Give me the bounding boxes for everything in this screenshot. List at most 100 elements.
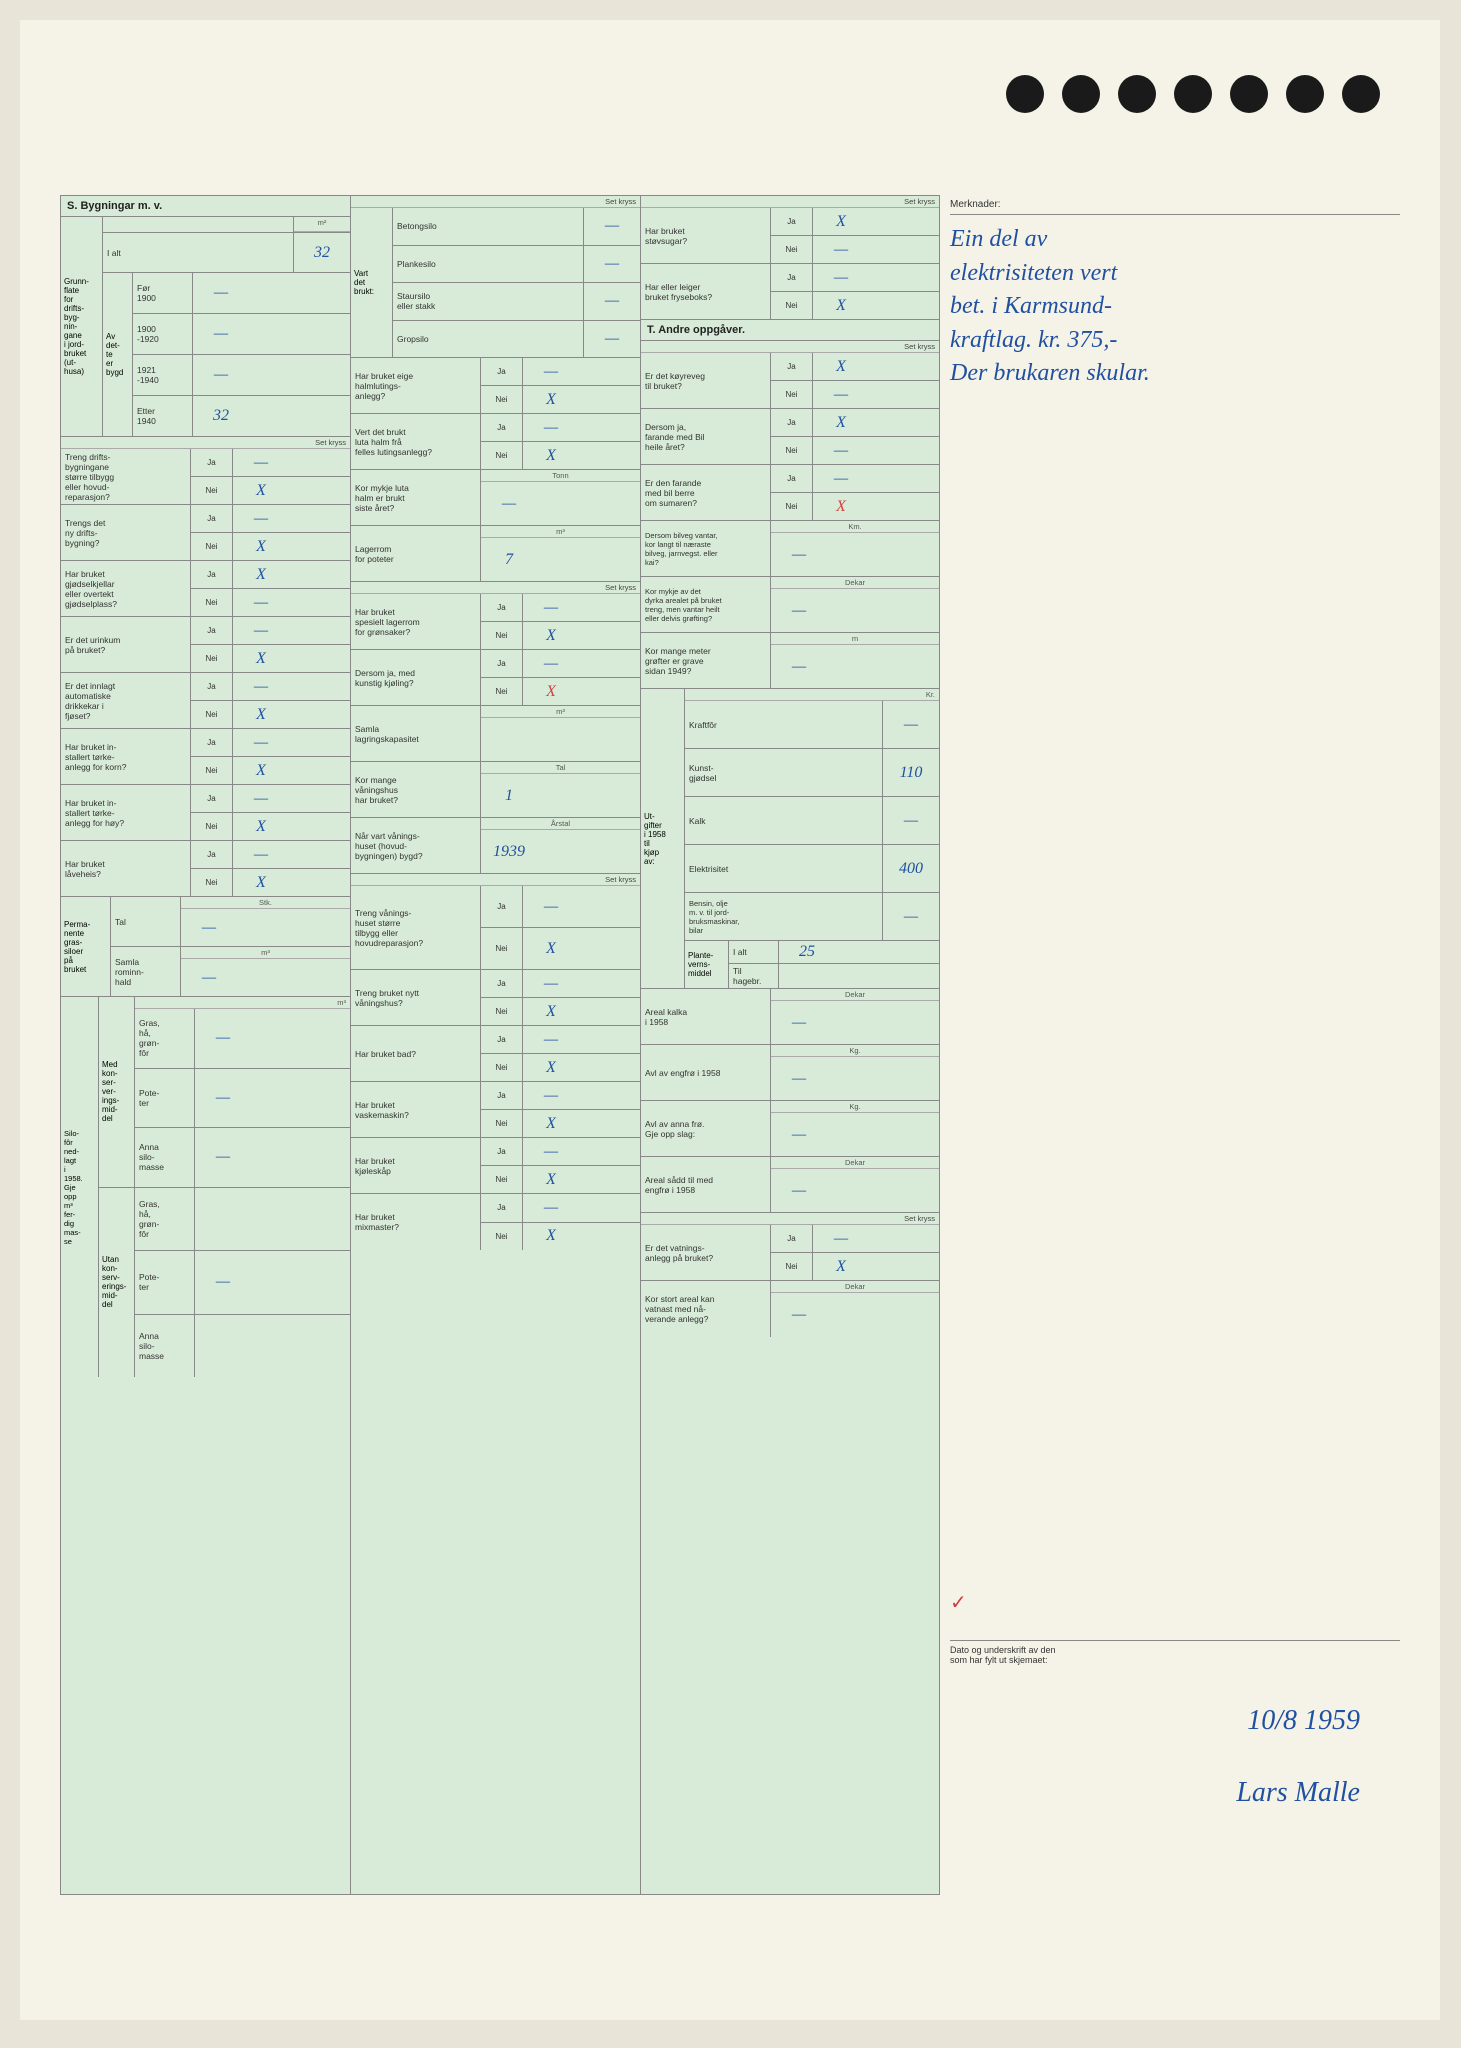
qt-0-nei: — <box>813 381 869 408</box>
q1-5-ja: — <box>233 729 289 756</box>
nar-vart-vaning: Når vart vånings-huset (hovud-bygningen)… <box>351 818 481 873</box>
luta-halm: Kor mykje lutahalm er bruktsiste året? <box>351 470 481 525</box>
areal-sadd-val: — <box>771 1169 827 1212</box>
q1-2-nei: — <box>233 589 289 616</box>
period-3-label: Etter1940 <box>133 396 193 436</box>
kor-stort-val: — <box>771 1293 827 1337</box>
q2c-3: Har bruketvaskemaskin? <box>351 1082 481 1137</box>
q2-0-nei: X <box>523 386 579 413</box>
signature-label: Dato og underskrift av densom har fylt u… <box>950 1640 1400 1665</box>
lager-poteter-val: 7 <box>481 538 537 581</box>
areal-sadd: Areal sådd til medengfrø i 1958 <box>641 1157 771 1212</box>
q2b-0: Har bruketspesielt lagerromfor grønsaker… <box>351 594 481 649</box>
q1-3: Er det urinkumpå bruket? <box>61 617 191 672</box>
period-2-label: 1921-1940 <box>133 355 193 395</box>
merknader-section: Merknader: Ein del avelektrisiteten vert… <box>950 195 1400 391</box>
kor-mange-vaning-val: 1 <box>481 774 537 817</box>
qr-0: Har bruketstøvsugar? <box>641 208 771 263</box>
silofor-med-0: — <box>195 1009 251 1068</box>
qt-1-nei: — <box>813 437 869 464</box>
qt-0-ja: X <box>813 353 869 380</box>
kor-mange-vaning: Kor mangevåningshushar bruket? <box>351 762 481 817</box>
silofor-utan-0 <box>195 1188 251 1251</box>
silofor-med-1: — <box>195 1069 251 1128</box>
q2b-0-ja: — <box>523 594 579 621</box>
q1-6-ja: — <box>233 785 289 812</box>
grunnflate-unit: m² <box>294 217 350 232</box>
q2c-1-ja: — <box>523 970 579 997</box>
grunnflate-block: Grunn-flatefordrifts-byg-nin-ganei jord-… <box>61 217 350 437</box>
q2b-1: Dersom ja, medkunstig kjøling? <box>351 650 481 705</box>
qt-1-ja: X <box>813 409 869 436</box>
qt-2-nei: X <box>813 493 869 520</box>
questions-col1: Treng drifts-bygninganestørre tilbyggell… <box>61 449 350 897</box>
q1-0-nei: X <box>233 477 289 504</box>
q1-4-nei: X <box>233 701 289 728</box>
dyrka-areal-val: — <box>771 589 827 632</box>
q2c-1: Treng bruket nyttvåningshus? <box>351 970 481 1025</box>
utg-3: 400 <box>883 845 939 892</box>
silo-1-val: — <box>584 246 640 283</box>
bilveg-val: — <box>771 533 827 576</box>
q1-3-nei: X <box>233 645 289 672</box>
q1-1-ja: — <box>233 505 289 532</box>
grassiloer-block: Perma-nentegras-siloerpåbruket TalStk.— … <box>61 897 350 997</box>
grassiloer-tal: — <box>181 909 237 946</box>
q2c-4-ja: — <box>523 1138 579 1165</box>
q2c-4: Har bruketkjøleskåp <box>351 1138 481 1193</box>
ialt-value: 32 <box>294 233 350 272</box>
utg-1: 110 <box>883 749 939 796</box>
q2c-1-nei: X <box>523 998 579 1025</box>
q2-1-ja: — <box>523 414 579 441</box>
samla-lagring-val <box>481 718 537 761</box>
q1-2: Har bruketgjødselkjellareller overtektgj… <box>61 561 191 616</box>
silofor-label: Silo-fôrned-lagti1958.Gjeoppm³fer-digmas… <box>61 997 99 1377</box>
q1-7: Har bruketlåveheis? <box>61 841 191 896</box>
silofor-utan-1: — <box>195 1251 251 1314</box>
q1-7-ja: — <box>233 841 289 868</box>
signature-section: ✓ Dato og underskrift av densom har fylt… <box>950 1640 1400 1809</box>
qt-2-ja: — <box>813 465 869 492</box>
q2c-0-nei: X <box>523 928 579 969</box>
q2b-1-nei: X <box>523 678 579 705</box>
period-0-label: Før1900 <box>133 273 193 313</box>
utg-0: — <box>883 701 939 748</box>
q2c-0-ja: — <box>523 886 579 927</box>
merknader-text: Ein del avelektrisiteten vertbet. i Karm… <box>950 215 1400 391</box>
q1-4: Er det innlagtautomatiskedrikkekar ifjøs… <box>61 673 191 728</box>
section-s-header: S. Bygningar m. v. <box>61 196 350 217</box>
grofter: Kor mange metergrøfter er gravesidan 194… <box>641 633 771 688</box>
signature-date: 10/8 1959 <box>950 1705 1400 1737</box>
utg-2: — <box>883 797 939 844</box>
period-3-value: 32 <box>193 396 249 436</box>
q2c-4-nei: X <box>523 1166 579 1193</box>
q1-1: Trengs detny drifts-bygning? <box>61 505 191 560</box>
q2-1-nei: X <box>523 442 579 469</box>
period-2-value: — <box>193 355 249 395</box>
silo-0-val: — <box>584 208 640 245</box>
avl-anna: Avl av anna frø.Gje opp slag: <box>641 1101 771 1156</box>
avl-engfro: Avl av engfrø i 1958 <box>641 1045 771 1100</box>
q1-0: Treng drifts-bygninganestørre tilbyggell… <box>61 449 191 504</box>
kor-stort: Kor stort areal kanvatnast med nå-verand… <box>641 1281 771 1337</box>
grunnflate-label: Grunn-flatefordrifts-byg-nin-ganei jord-… <box>61 217 103 436</box>
vart-brukt-block: Vartdetbrukt: Betongsilo— Plankesilo— St… <box>351 208 640 358</box>
q1-2-ja: X <box>233 561 289 588</box>
silo-3-val: — <box>584 321 640 358</box>
av-dette-label: Avdet-teerbygd <box>103 273 133 436</box>
form-area: S. Bygningar m. v. Grunn-flatefordrifts-… <box>60 195 940 1895</box>
vatnings: Er det vatnings-anlegg på bruket? <box>641 1225 771 1280</box>
merknader-header: Merknader: <box>950 195 1400 215</box>
dyrka-areal: Kor mykje av detdyrka arealet på brukett… <box>641 577 771 632</box>
period-rows: Før1900— 1900-1920— 1921-1940— Etter1940… <box>133 273 350 436</box>
lager-poteter: Lagerromfor poteter <box>351 526 481 581</box>
areal-kalka: Areal kalkai 1958 <box>641 989 771 1044</box>
plante-ialt: 25 <box>779 941 835 963</box>
column-3: Set kryss Har bruketstøvsugar?JaXNei— Ha… <box>641 196 939 1894</box>
avl-anna-val: — <box>771 1113 827 1156</box>
binding-holes <box>1006 75 1380 113</box>
column-2: Set kryss Vartdetbrukt: Betongsilo— Plan… <box>351 196 641 1894</box>
plante-hagebr <box>779 964 835 988</box>
grofter-val: — <box>771 645 827 688</box>
vart-brukt-label: Vartdetbrukt: <box>351 208 393 357</box>
